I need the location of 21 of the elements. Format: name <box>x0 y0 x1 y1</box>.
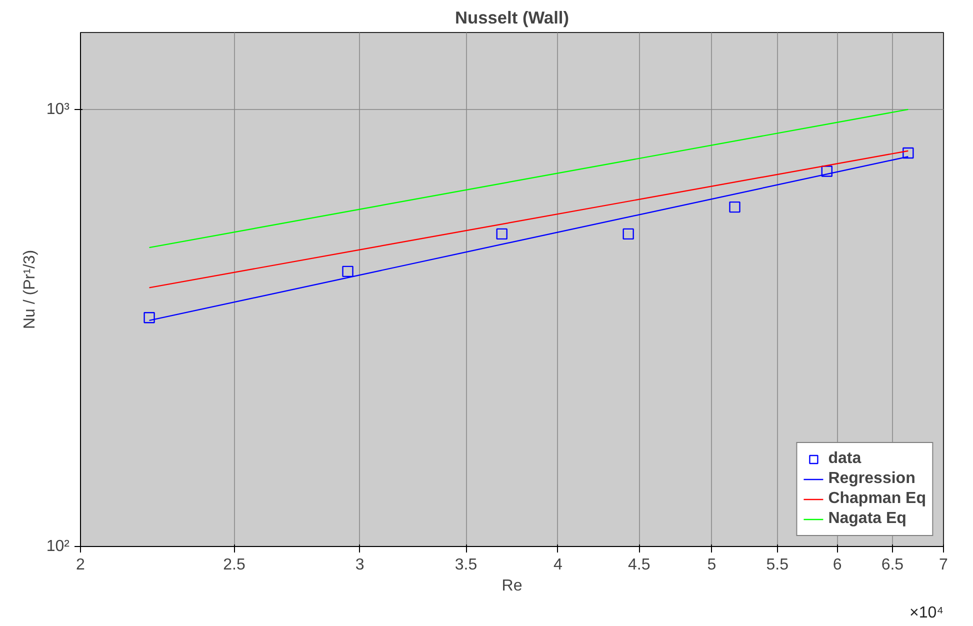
y-tick-label: 10³ <box>46 100 70 118</box>
x-axis-title: Re <box>502 578 522 594</box>
y-axis-title: Nu / (Pr¹/3) <box>21 250 38 330</box>
legend-label: Nagata Eq <box>828 510 906 528</box>
x-tick-label: 2.5 <box>223 556 246 574</box>
x-tick-label: 6 <box>832 556 842 574</box>
legend-label: Chapman Eq <box>828 490 926 508</box>
legend-label: Regression <box>828 470 916 488</box>
x-tick-label: 4 <box>554 556 563 574</box>
legend-label: data <box>828 450 862 468</box>
x-tick-label: 4.5 <box>628 556 650 574</box>
x-tick-label: 2 <box>76 556 86 574</box>
x-tick-label: 5 <box>707 556 716 574</box>
chart-title: Nusselt (Wall) <box>455 8 569 28</box>
x-tick-label: 3.5 <box>454 556 478 574</box>
x-tick-label: 7 <box>939 556 948 574</box>
x-tick-label: 5.5 <box>766 556 789 574</box>
x-tick-label: 6.5 <box>881 556 904 574</box>
y-tick-label: 10² <box>46 538 70 555</box>
text: ×10⁴ <box>909 604 944 622</box>
x-tick-label: 3 <box>355 556 364 574</box>
